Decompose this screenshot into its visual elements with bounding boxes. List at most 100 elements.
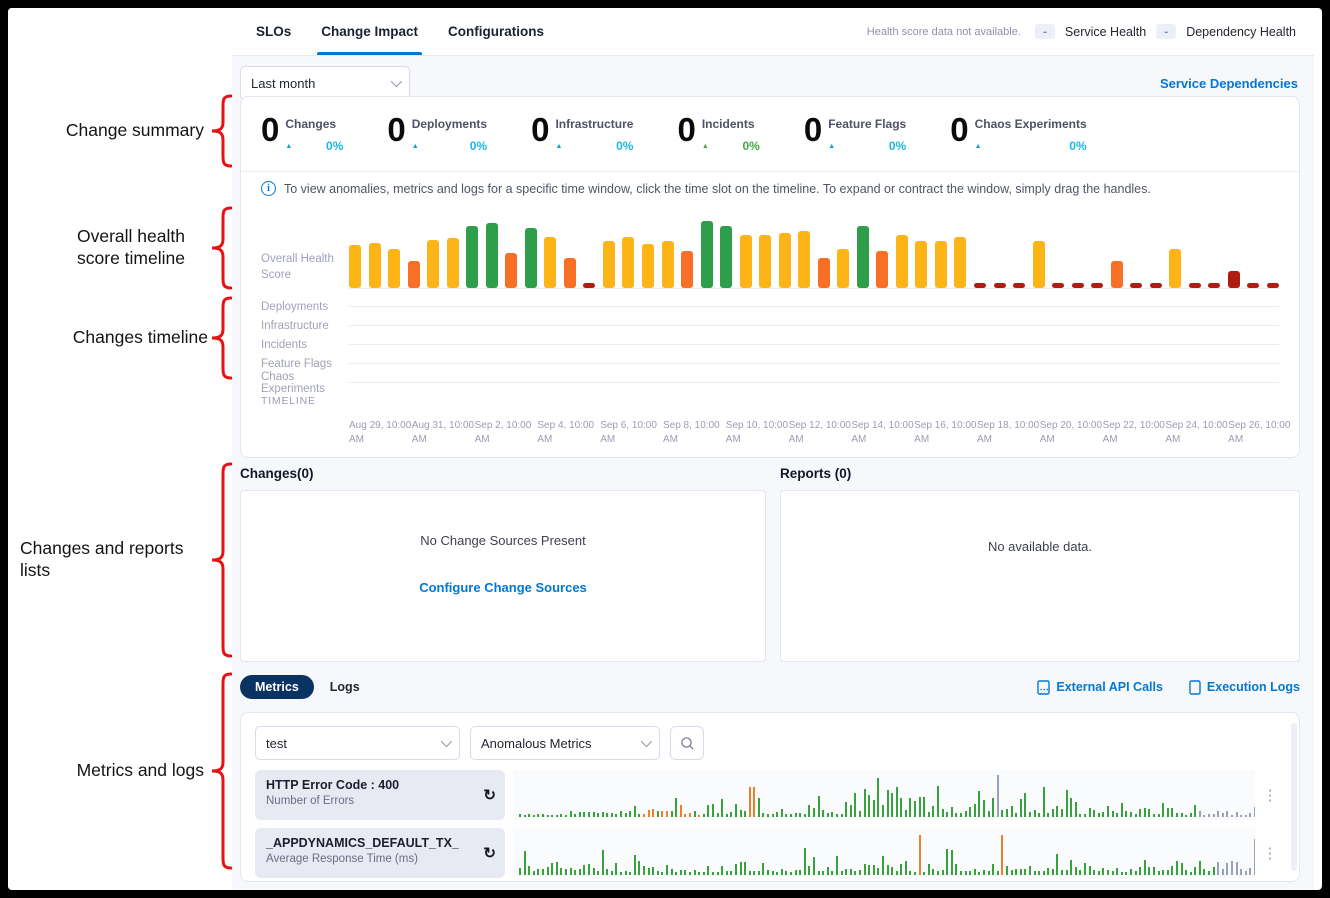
metrics-card: test Anomalous Metrics HTT [240, 712, 1300, 882]
sparkline-bar [574, 870, 577, 875]
search-button[interactable] [670, 726, 704, 760]
health-score-bar[interactable] [349, 245, 361, 288]
annotation-changes-timeline: Changes timeline [8, 294, 232, 382]
health-score-bar[interactable] [602, 241, 615, 288]
kebab-menu-icon[interactable]: ⋮ [1262, 787, 1278, 804]
service-dependencies-link[interactable]: Service Dependencies [1159, 75, 1298, 91]
sparkline-bar [624, 871, 627, 875]
health-score-bar[interactable] [837, 249, 850, 288]
sparkline-bar [633, 806, 636, 817]
health-score-bar[interactable] [856, 225, 869, 288]
health-score-bar[interactable] [622, 236, 635, 288]
health-score-bar[interactable] [974, 283, 986, 288]
health-score-bar[interactable] [954, 236, 967, 288]
sparkline-bar [1129, 869, 1132, 875]
overall-health-score-chart[interactable] [349, 209, 1279, 289]
metric-row-appdynamics[interactable]: _APPDYNAMICS_DEFAULT_TX_ Average Respons… [255, 828, 1285, 878]
health-score-bar[interactable] [1032, 241, 1045, 288]
health-score-bar[interactable] [1169, 249, 1182, 288]
sparkline-bar [707, 805, 710, 817]
health-score-bar[interactable] [427, 239, 440, 288]
metric-sparkline-chart [513, 828, 1255, 878]
health-score-bar[interactable] [778, 233, 791, 288]
health-score-bar[interactable] [1247, 283, 1260, 288]
timeline-date: Sep 20, 10:00 AM [1039, 420, 1103, 445]
health-score-bar[interactable] [720, 226, 733, 288]
tab-configurations[interactable]: Configurations [448, 24, 545, 39]
health-score-bar[interactable] [1208, 283, 1221, 288]
sparkline-bar [780, 808, 783, 817]
health-score-bar[interactable] [915, 241, 928, 288]
health-score-bar[interactable] [934, 241, 947, 288]
health-score-bar[interactable] [466, 225, 479, 288]
health-score-bar[interactable] [388, 249, 401, 288]
health-score-bar[interactable] [876, 250, 889, 288]
health-score-bar[interactable] [407, 260, 420, 288]
sparkline-bar [519, 813, 521, 817]
tab-logs[interactable]: Logs [329, 680, 360, 694]
sparkline-bar [551, 862, 554, 875]
metric-type-select[interactable]: Anomalous Metrics [470, 726, 660, 760]
health-score-bar[interactable] [1071, 283, 1084, 288]
health-score-bar[interactable] [1149, 283, 1162, 288]
refresh-icon[interactable]: ↻ [483, 845, 496, 862]
health-score-bar[interactable] [759, 234, 772, 288]
health-score-bar[interactable] [739, 234, 752, 288]
sparkline-bar [1180, 862, 1183, 875]
health-score-bar[interactable] [1266, 283, 1279, 288]
health-score-bar[interactable] [1110, 261, 1123, 288]
document-icon [1189, 679, 1201, 695]
health-score-bar[interactable] [485, 223, 498, 288]
health-score-bar[interactable] [641, 244, 654, 288]
health-score-bar[interactable] [895, 234, 908, 288]
health-score-bar[interactable] [1188, 283, 1201, 288]
sparkline-bar [1171, 865, 1174, 875]
service-select[interactable]: test [255, 726, 460, 760]
service-health-label: Service Health [1064, 24, 1147, 39]
page: Change summary Overall health score time… [8, 8, 1322, 890]
metric-row-http-error[interactable]: HTTP Error Code : 400 Number of Errors ↻… [255, 770, 1285, 820]
kebab-menu-icon[interactable]: ⋮ [1262, 845, 1278, 862]
health-score-bar[interactable] [505, 252, 518, 288]
health-score-bar[interactable] [563, 258, 576, 288]
sparkline-bar [771, 870, 774, 875]
health-score-bar[interactable] [544, 236, 557, 288]
sparkline-bar [656, 810, 659, 817]
sparkline-bar [643, 813, 646, 817]
health-score-bar[interactable] [368, 242, 381, 288]
health-score-bar[interactable] [446, 238, 459, 288]
health-score-bar[interactable] [524, 227, 537, 288]
health-score-bar[interactable] [583, 283, 596, 288]
configure-change-sources-link[interactable]: Configure Change Sources [419, 580, 587, 595]
health-score-bar[interactable] [1130, 283, 1143, 288]
sparkline-bar [1065, 870, 1068, 875]
health-score-bar[interactable] [661, 241, 674, 288]
refresh-icon[interactable]: ↻ [483, 787, 496, 804]
sparkline-bar [1102, 867, 1105, 875]
health-score-bar[interactable] [700, 220, 713, 288]
health-score-bar[interactable] [681, 250, 694, 288]
health-score-bar[interactable] [1013, 283, 1026, 288]
time-range-select[interactable]: Last month [240, 66, 410, 100]
scrollbar-track[interactable] [1291, 723, 1297, 871]
health-score-bar[interactable] [817, 258, 830, 288]
sparkline-bar [973, 804, 976, 817]
health-score-bar[interactable] [1052, 283, 1065, 288]
health-score-bar[interactable] [1227, 270, 1240, 288]
sparkline-bar [1061, 808, 1064, 817]
health-score-bar[interactable] [993, 283, 1006, 288]
tab-metrics[interactable]: Metrics [240, 675, 314, 699]
timeline-track [349, 344, 1279, 345]
execution-logs-link[interactable]: Execution Logs [1189, 679, 1300, 695]
tab-slos[interactable]: SLOs [256, 24, 292, 39]
tab-change-impact[interactable]: Change Impact [317, 8, 422, 55]
sparkline-bar [597, 813, 600, 817]
external-api-calls-link[interactable]: External API Calls [1037, 679, 1163, 695]
sparkline-bar [652, 809, 655, 817]
stat-percent: 0% [888, 139, 907, 153]
sparkline-bar [1097, 870, 1100, 875]
health-score-bar[interactable] [798, 231, 811, 288]
health-score-bar[interactable] [1091, 283, 1104, 288]
metrics-links: External API Calls Execution Logs [1037, 679, 1300, 695]
